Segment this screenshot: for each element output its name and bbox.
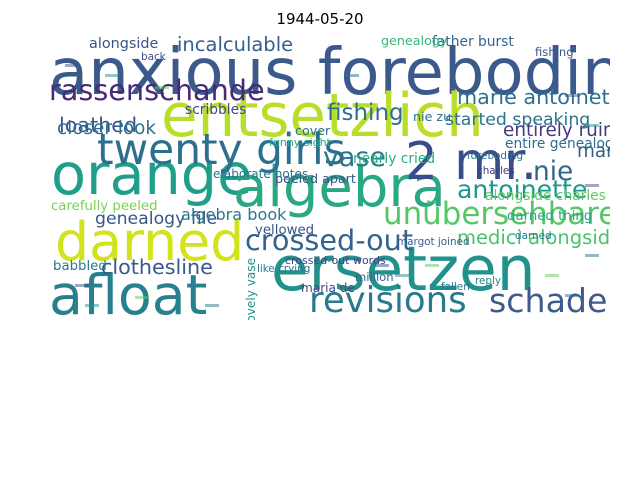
word-cloud: anxious forebodingentsetzlichorangealgeb…	[49, 34, 610, 320]
filler-mark	[205, 304, 219, 307]
word-53: fallen	[441, 281, 470, 293]
filler-mark	[105, 74, 119, 77]
word-17: fishing	[327, 100, 404, 126]
word-31: scribbles	[185, 102, 246, 118]
filler-mark	[395, 274, 409, 277]
word-16: nie	[533, 156, 573, 187]
chart-title: 1944-05-20	[276, 10, 364, 28]
word-51: margot joined	[397, 236, 470, 248]
word-10: revisions	[309, 280, 467, 320]
word-9: unübersehbarer	[383, 196, 610, 232]
word-46: million	[355, 270, 394, 284]
word-57: foreboding	[467, 150, 523, 162]
word-5: darned	[55, 210, 244, 273]
word-36: yellowed	[255, 223, 314, 238]
filler-mark	[545, 274, 559, 277]
word-3: algebra	[233, 155, 446, 220]
word-14: vase	[323, 142, 386, 173]
word-35: darned thing	[507, 209, 592, 224]
word-4: ersetzen	[271, 234, 535, 305]
word-1: entsetzlich	[161, 82, 484, 151]
word-47: fishing	[535, 45, 574, 59]
word-27: genealogy file	[95, 209, 217, 229]
word-23: closer look	[57, 118, 156, 139]
word-56: darned	[515, 230, 552, 242]
filler-mark	[565, 94, 579, 97]
filler-mark	[85, 304, 99, 307]
word-7: 2 mr.	[405, 132, 537, 192]
word-18: marie antoinette	[457, 85, 610, 109]
word-49: crossed-out words	[285, 254, 386, 267]
filler-mark	[425, 264, 439, 267]
word-13: crossed-out	[245, 223, 413, 257]
word-12: rassenschande	[49, 73, 265, 107]
filler-mark	[585, 184, 599, 187]
filler-mark	[585, 254, 599, 257]
word-22: clothesline	[101, 255, 213, 279]
filler-mark	[65, 64, 79, 67]
word-41: genealogy	[381, 34, 448, 48]
word-11: schaden	[489, 281, 610, 320]
word-21: medici alongside	[457, 226, 610, 249]
word-39: peeled apart	[275, 171, 356, 186]
word-50: like crying	[257, 263, 310, 275]
word-32: nearly cried	[353, 151, 435, 167]
word-30: father burst	[432, 34, 514, 50]
word-44: maria de	[301, 281, 355, 295]
word-38: babbled	[53, 259, 107, 274]
filler-mark	[585, 124, 599, 127]
word-24: entirely ruined	[503, 120, 610, 141]
word-28: algebra book	[181, 205, 287, 224]
word-33: entire genealogy	[505, 136, 610, 152]
word-26: marie	[577, 141, 610, 162]
word-43: lovely vase	[244, 258, 258, 320]
word-6: afloat	[49, 264, 207, 320]
filler-mark	[135, 296, 149, 299]
word-0: anxious foreboding	[49, 36, 610, 110]
word-45: elaborate notes	[213, 167, 308, 181]
filler-mark	[75, 284, 89, 287]
word-2: orange	[51, 142, 252, 208]
word-48: funny sight	[269, 136, 332, 149]
word-40: cover	[295, 123, 331, 138]
word-55: charles	[477, 165, 515, 177]
word-19: loathed	[59, 113, 137, 137]
word-54: reply	[475, 275, 501, 287]
word-52: back	[141, 51, 166, 63]
word-8: twenty girls	[97, 125, 346, 174]
filler-mark	[155, 86, 169, 89]
filler-mark	[375, 264, 389, 267]
filler-mark	[565, 294, 579, 297]
word-20: incalculable	[177, 34, 293, 56]
word-34: alongside charles	[485, 188, 606, 204]
word-15: antoinette	[457, 175, 587, 204]
word-37: carefully peeled	[51, 199, 158, 214]
word-42: nie zu	[413, 109, 451, 124]
word-25: started speaking	[445, 110, 590, 130]
filler-mark	[345, 74, 359, 77]
word-29: alongside	[89, 36, 159, 52]
